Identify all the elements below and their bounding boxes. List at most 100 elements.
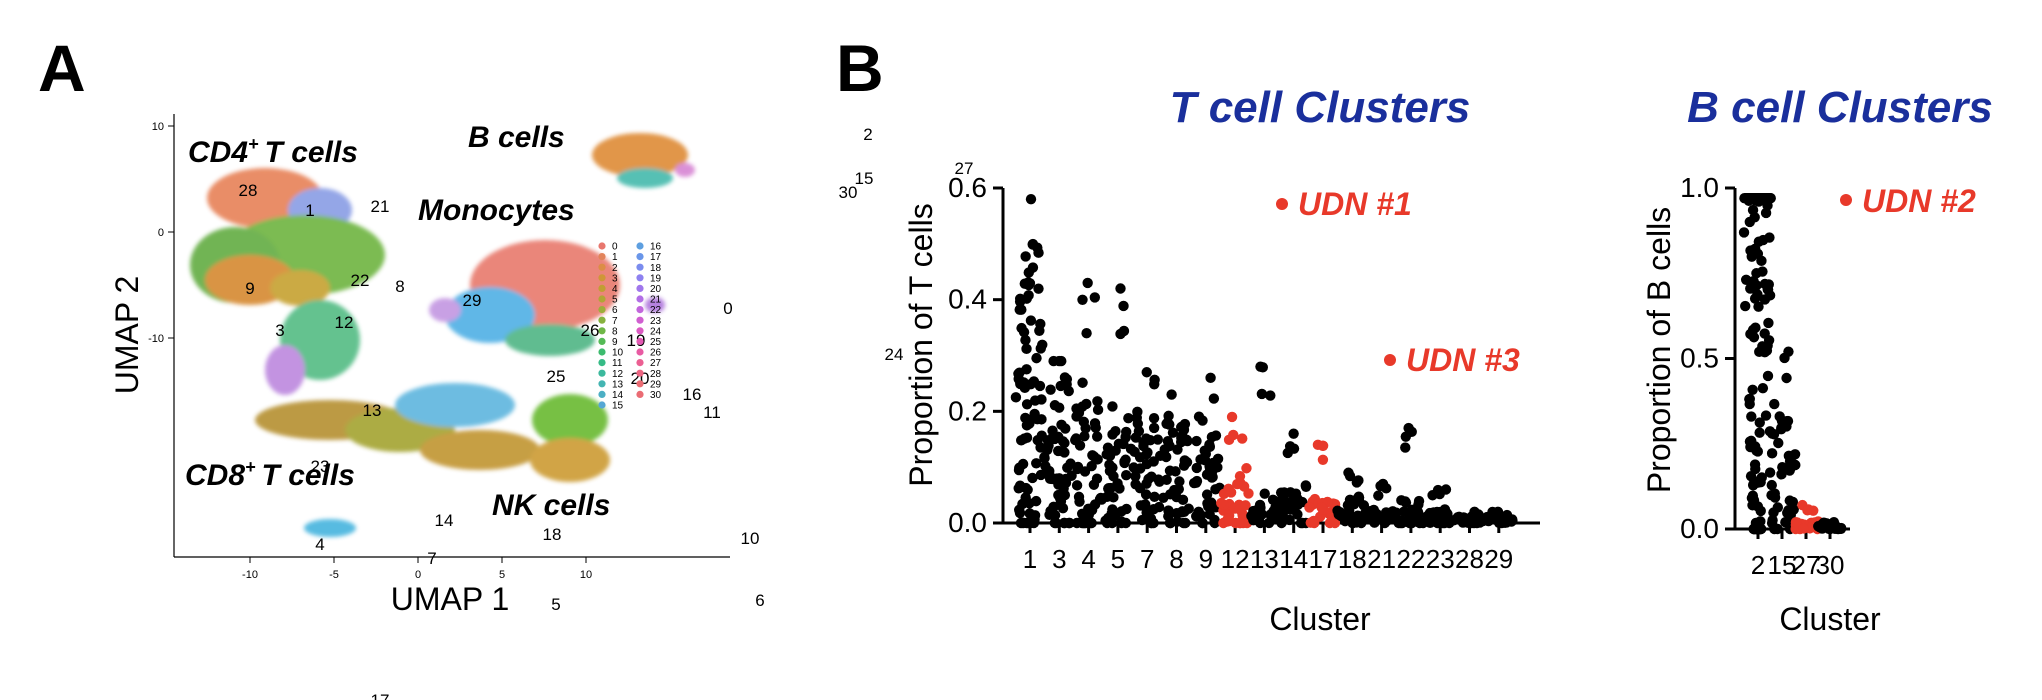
data-point	[1191, 435, 1202, 447]
legend-swatch	[598, 316, 606, 324]
data-point	[1748, 494, 1760, 506]
data-point	[1779, 352, 1790, 364]
data-point	[1082, 277, 1093, 289]
legend-label: 23	[650, 316, 662, 327]
data-point	[1766, 479, 1777, 491]
data-point	[1438, 515, 1449, 526]
data-point	[1317, 440, 1329, 451]
legend-label: 11	[612, 358, 623, 369]
data-point	[1259, 488, 1270, 499]
data-point	[1045, 384, 1056, 395]
data-point	[1120, 454, 1131, 465]
data-point	[1149, 491, 1160, 502]
legend-label: 28	[650, 369, 662, 380]
data-point	[1755, 523, 1766, 535]
data-point	[1506, 514, 1518, 525]
data-point	[1253, 503, 1264, 515]
cluster-number-label: 29	[463, 291, 482, 310]
data-point	[1204, 509, 1215, 520]
data-point	[1191, 477, 1202, 488]
data-point	[1744, 436, 1756, 447]
annotation-udn1-text: UDN #1	[1298, 186, 1412, 222]
data-point	[1263, 517, 1275, 529]
legend-swatch	[636, 316, 644, 324]
data-point	[1223, 515, 1235, 527]
data-point	[1021, 364, 1032, 375]
cluster-number-label: 4	[315, 535, 324, 554]
legend-swatch	[598, 390, 606, 398]
data-point	[1749, 459, 1761, 470]
data-point	[1256, 388, 1268, 400]
cluster-number-label: 9	[245, 279, 254, 298]
legend-swatch	[636, 242, 644, 250]
legend-label: 10	[612, 348, 624, 359]
data-point	[1297, 496, 1308, 508]
legend-label: 22	[650, 305, 662, 316]
data-point	[1042, 435, 1054, 446]
x-tick-label: 4	[1081, 544, 1095, 574]
data-point	[1165, 517, 1176, 529]
data-point	[1152, 434, 1163, 445]
data-point	[1400, 442, 1411, 453]
data-point	[1020, 492, 1031, 503]
data-point	[1040, 461, 1051, 472]
legend-swatch	[598, 359, 606, 367]
cluster-number-label: 15	[855, 169, 874, 188]
data-point	[1148, 422, 1160, 434]
data-point	[1798, 523, 1809, 534]
data-point	[1203, 501, 1214, 512]
cluster-number-label: 23	[311, 457, 330, 476]
legend-label: 30	[650, 390, 662, 401]
data-point	[1027, 262, 1039, 273]
data-point	[1077, 377, 1088, 388]
cluster-blob	[505, 324, 595, 356]
x-tick-label: 30	[1816, 550, 1845, 580]
data-point	[1118, 300, 1129, 312]
data-point	[1746, 193, 1757, 204]
x-tick-label: 3	[1052, 544, 1066, 574]
data-point	[1747, 276, 1759, 287]
umap-clusters	[190, 133, 695, 537]
x-tick-label: 7	[1140, 544, 1154, 574]
legend-swatch	[598, 284, 606, 292]
data-point	[1116, 506, 1127, 517]
umap-x-label: UMAP 1	[391, 581, 510, 617]
data-point	[1053, 431, 1064, 442]
data-point	[1091, 431, 1103, 442]
cluster-number-label: 7	[427, 549, 436, 568]
label-monocytes: Monocytes	[418, 194, 575, 227]
data-point	[1373, 490, 1384, 501]
label-cd4: CD4+ T cells	[188, 134, 358, 169]
data-point	[1232, 478, 1243, 490]
data-point	[1056, 355, 1067, 367]
data-point	[1789, 449, 1801, 460]
data-point	[1035, 318, 1046, 330]
legend-label: 9	[612, 337, 618, 348]
data-point	[1079, 430, 1090, 442]
data-point	[1400, 497, 1412, 508]
data-point	[1171, 491, 1182, 503]
data-point	[1424, 507, 1436, 519]
data-point	[1752, 446, 1763, 457]
data-point	[1021, 420, 1033, 431]
cluster-number-label: 17	[371, 691, 390, 700]
data-point	[1089, 292, 1101, 303]
annotation-udn3-dot	[1384, 354, 1396, 366]
data-point	[1115, 283, 1126, 294]
data-point	[1027, 472, 1038, 484]
data-point	[1757, 266, 1768, 277]
data-point	[1762, 284, 1773, 295]
data-point	[1116, 517, 1127, 529]
data-point	[1300, 480, 1312, 491]
legend-swatch	[636, 295, 644, 303]
legend-label: 17	[650, 252, 662, 263]
data-point	[1153, 501, 1165, 513]
data-point	[1014, 304, 1025, 315]
data-point	[1738, 227, 1750, 238]
cluster-blob	[445, 287, 535, 343]
panel-label-b: B	[836, 31, 884, 105]
legend-label: 29	[650, 379, 662, 390]
data-point	[1749, 293, 1761, 304]
legend-swatch	[636, 263, 644, 271]
data-point	[1225, 487, 1237, 498]
